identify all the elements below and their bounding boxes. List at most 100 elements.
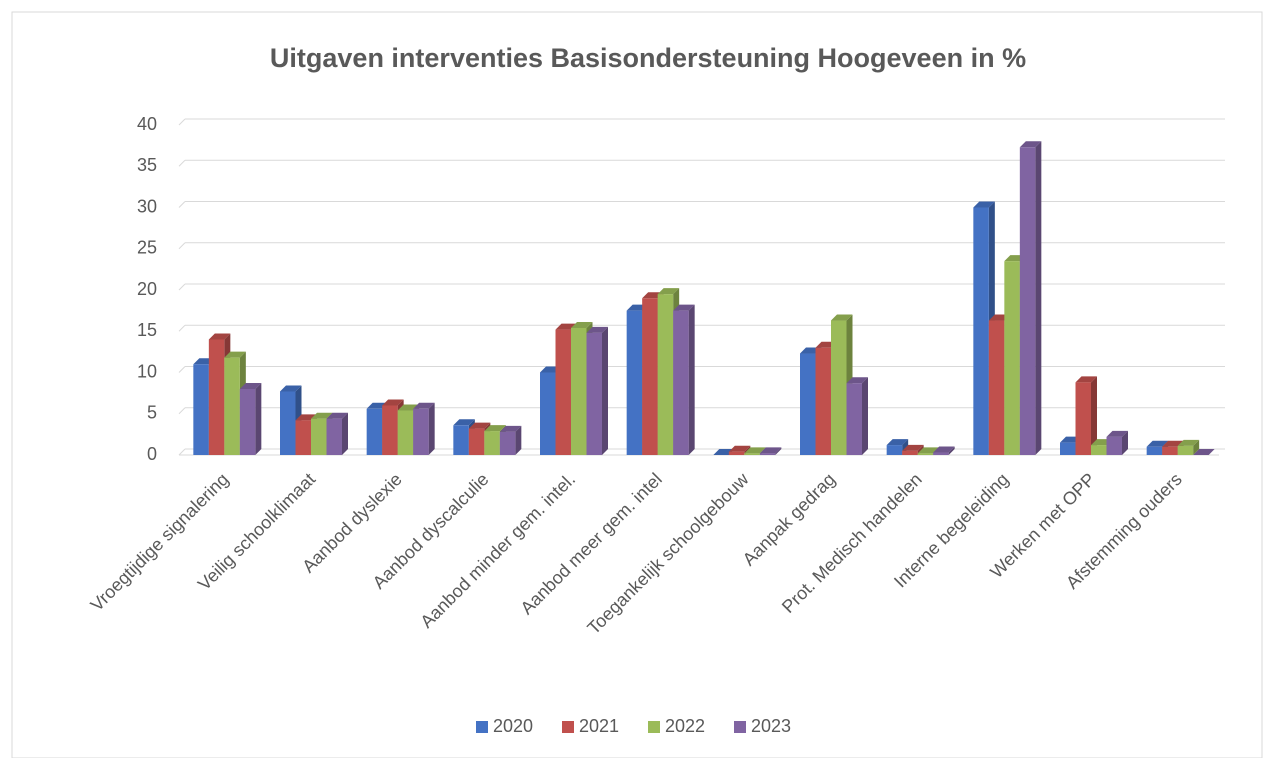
bar	[484, 431, 500, 455]
legend-swatch	[734, 721, 746, 733]
bar	[453, 425, 469, 455]
bar	[626, 310, 643, 455]
bar	[397, 410, 414, 455]
bar	[193, 364, 209, 455]
bar	[1146, 446, 1163, 455]
bar-top	[886, 439, 909, 446]
y-tick-label: 15	[137, 320, 157, 340]
bar-top	[759, 447, 782, 454]
bar-top	[484, 425, 506, 432]
bar	[571, 327, 587, 455]
bar	[280, 391, 296, 455]
grid-depth	[178, 324, 186, 332]
bar	[586, 332, 602, 455]
grid-depth	[178, 407, 186, 415]
bar	[831, 320, 847, 455]
bar	[239, 389, 256, 455]
grid-depth	[178, 366, 186, 373]
y-tick-label: 30	[137, 196, 157, 216]
bar	[933, 452, 949, 455]
bar-side	[342, 412, 348, 455]
legend-swatch	[562, 721, 574, 733]
bar	[224, 357, 240, 455]
bar	[1019, 147, 1036, 455]
bar-side	[515, 425, 522, 455]
bar-top	[1177, 439, 1200, 446]
bar	[1106, 436, 1122, 455]
legend-label: 2023	[751, 716, 791, 736]
y-tick-label: 25	[137, 238, 157, 258]
bar-top	[902, 444, 924, 451]
bar	[1075, 382, 1091, 455]
bar-side	[688, 304, 695, 455]
bar-top	[846, 377, 868, 384]
bar-side	[602, 326, 608, 455]
chart-title: Uitgaven interventies Basisondersteuning…	[270, 43, 1026, 73]
bar	[540, 372, 556, 455]
bar-top	[571, 321, 593, 328]
bar	[728, 451, 745, 455]
bar	[657, 294, 674, 455]
grid-depth	[178, 448, 186, 456]
bar	[326, 418, 342, 455]
bar-side	[1193, 439, 1200, 455]
grid-depth	[178, 283, 186, 291]
bar	[846, 383, 862, 455]
bar-top	[973, 201, 995, 208]
bar-side	[862, 377, 868, 455]
bar-side	[1035, 141, 1042, 455]
bar	[744, 453, 760, 455]
bar-top	[1075, 376, 1097, 383]
grid-depth	[178, 118, 186, 126]
bar-top	[224, 351, 246, 358]
bar-top	[382, 399, 404, 406]
bar-top	[933, 446, 955, 453]
bar	[1091, 445, 1107, 455]
bar-top	[1193, 449, 1215, 455]
grid-depth	[178, 159, 186, 167]
bar-top	[280, 385, 302, 392]
bar-side	[1091, 376, 1097, 455]
bar-side	[775, 447, 782, 455]
bar	[382, 405, 398, 455]
bar	[917, 453, 934, 455]
y-tick-label: 40	[137, 114, 157, 134]
bar-top	[453, 419, 475, 426]
bar-side	[428, 402, 435, 455]
bar	[988, 320, 1005, 455]
bar	[1162, 446, 1178, 455]
bar-top	[586, 326, 608, 333]
legend-label: 2022	[665, 716, 705, 736]
bar	[555, 329, 571, 455]
bar-top	[468, 422, 491, 429]
bar-top	[239, 383, 262, 389]
bar-side	[255, 383, 262, 455]
bar	[759, 453, 776, 455]
bar-top	[831, 314, 853, 321]
bar-top	[728, 445, 751, 452]
bar	[1177, 445, 1194, 455]
y-tick-label: 5	[147, 403, 157, 423]
bar	[1004, 261, 1020, 455]
legend-swatch	[476, 721, 488, 733]
grid-depth	[178, 242, 186, 250]
legend-label: 2021	[579, 716, 619, 736]
bar	[642, 298, 658, 455]
bar-top	[208, 333, 231, 340]
legend-swatch	[648, 721, 660, 733]
bar	[295, 420, 311, 455]
bar	[413, 408, 429, 455]
bar-top	[1162, 440, 1184, 447]
y-tick-label: 20	[137, 279, 157, 299]
bar	[673, 310, 689, 455]
bar-top	[673, 304, 695, 311]
bar-top	[1019, 141, 1042, 148]
bar	[366, 408, 383, 455]
bar-side	[1122, 430, 1128, 455]
bar-top	[326, 412, 348, 419]
grid-depth	[178, 201, 186, 208]
bar	[815, 347, 831, 455]
bar-top	[1146, 440, 1169, 447]
bar-side	[948, 446, 955, 455]
